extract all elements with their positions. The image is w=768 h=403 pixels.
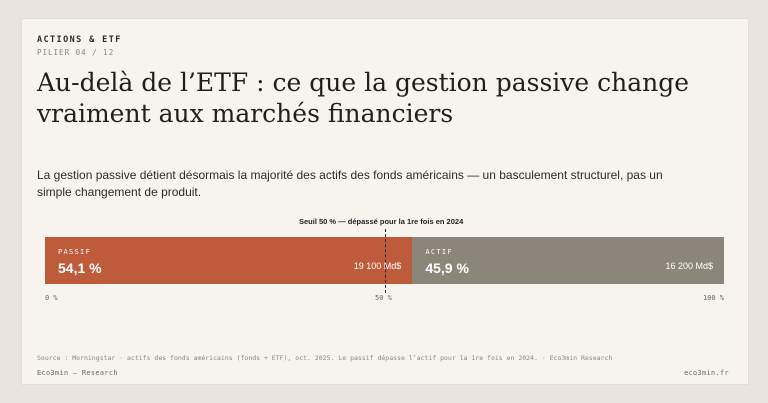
source-note: Source : Morningstar · actifs des fonds …	[37, 354, 613, 362]
segment-name: ACTIF	[425, 248, 453, 256]
content-card: ACTIONS & ETF PILIER 04 / 12 Au-delà de …	[21, 18, 749, 385]
pillar-indicator: PILIER 04 / 12	[37, 48, 115, 57]
axis-tick-0: 0 %	[45, 294, 58, 302]
segment-amount: 16 200 Md$	[665, 261, 713, 271]
footer-brand: Eco3min — Research	[37, 369, 118, 377]
bar-segment-passive: PASSIF 54,1 % 19 100 Md$	[45, 237, 413, 284]
stacked-bar: PASSIF 54,1 % 19 100 Md$ ACTIF 45,9 % 16…	[45, 237, 724, 284]
page-title: Au-delà de l’ETF : ce que la gestion pas…	[37, 68, 690, 128]
axis-tick-100: 100 %	[703, 294, 725, 302]
section-kicker: ACTIONS & ETF	[37, 35, 122, 45]
footer-link[interactable]: eco3min.fr	[684, 369, 729, 377]
bar-segment-active: ACTIF 45,9 % 16 200 Md$	[412, 237, 724, 284]
segment-name: PASSIF	[58, 248, 92, 256]
axis-tick-50: 50 %	[375, 294, 392, 302]
lead-paragraph: La gestion passive détient désormais la …	[37, 168, 663, 199]
threshold-label: Seuil 50 % — dépassé pour la 1re fois en…	[299, 217, 464, 226]
segment-amount: 19 100 Md$	[353, 261, 402, 271]
segment-percent: 45,9 %	[425, 260, 469, 276]
threshold-line	[385, 229, 386, 293]
segment-percent: 54,1 %	[58, 260, 102, 276]
